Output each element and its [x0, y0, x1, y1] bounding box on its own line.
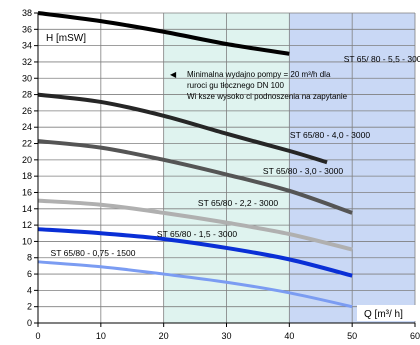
- series-line-5: [37, 227, 353, 278]
- y-tick-label: 16: [22, 187, 32, 197]
- y-tick-label: 36: [22, 24, 32, 34]
- x-tick-label: 30: [221, 331, 231, 341]
- note-line-2: ruroci gu tłocznego DN 100: [187, 81, 284, 90]
- note-box: ◀ Minimalna wydajno pompy = 20 m³/h dla …: [170, 70, 348, 101]
- series-line-1: [37, 11, 290, 56]
- y-axis-label: H [mSW]: [46, 33, 86, 44]
- series-label-1: ST 65/ 80 - 5,5 - 3000: [344, 54, 420, 64]
- y-tick-label: 26: [22, 106, 32, 116]
- x-tick-label: 20: [159, 331, 169, 341]
- series-labels: ST 65/ 80 - 5,5 - 3000 ST 65/80 - 4,0 - 3…: [51, 54, 420, 258]
- grid-lines: [38, 12, 416, 324]
- y-tick-label: 20: [22, 155, 32, 165]
- y-tick-label: 24: [22, 122, 32, 132]
- y-tick-label: 22: [22, 139, 32, 149]
- y-tick-label: 18: [22, 171, 32, 181]
- x-axis-label: Q [m³/ h]: [364, 309, 403, 320]
- y-tick-label: 4: [27, 285, 32, 295]
- axes: [34, 12, 416, 327]
- x-tick-labels: 0 10 20 30 40 50 60: [35, 331, 420, 341]
- y-tick-label: 30: [22, 73, 32, 83]
- y-tick-label: 32: [22, 57, 32, 67]
- x-tick-label: 10: [96, 331, 106, 341]
- series-line-2: [37, 92, 328, 165]
- series-line-3: [37, 139, 353, 215]
- x-tick-label: 50: [347, 331, 357, 341]
- x-tick-label: 40: [284, 331, 294, 341]
- note-line-3: Wi ksze wysoko ci podnoszenia na zapytan…: [187, 92, 348, 101]
- series-line-4: [37, 198, 353, 252]
- y-tick-label: 0: [27, 318, 32, 328]
- y-tick-label: 2: [27, 302, 32, 312]
- y-tick-label: 10: [22, 236, 32, 246]
- y-tick-label: 28: [22, 90, 32, 100]
- y-tick-label: 8: [27, 253, 32, 263]
- series-label-6: ST 65/80 - 0,75 - 1500: [51, 248, 136, 258]
- note-line-1: Minimalna wydajno pompy = 20 m³/h dla: [187, 70, 331, 79]
- y-tick-label: 38: [22, 8, 32, 18]
- y-tick-label: 34: [22, 41, 32, 51]
- x-tick-label: 60: [410, 331, 420, 341]
- x-tick-label: 0: [35, 331, 40, 341]
- x-axis-label-bg: [357, 305, 417, 321]
- series-label-4: ST 65/80 - 2,2 - 3000: [198, 198, 278, 208]
- y-tick-label: 6: [27, 269, 32, 279]
- y-tick-label: 12: [22, 220, 32, 230]
- series-lines: [37, 11, 353, 309]
- note-marker: ◀: [170, 70, 177, 79]
- y-tick-label: 14: [22, 204, 32, 214]
- series-label-2: ST 65/80 - 4,0 - 3000: [290, 130, 370, 140]
- series-label-3: ST 65/80 - 3,0 - 3000: [263, 166, 343, 176]
- series-label-5: ST 65/80 - 1,5 - 3000: [157, 229, 237, 239]
- series-line-6: [37, 260, 353, 309]
